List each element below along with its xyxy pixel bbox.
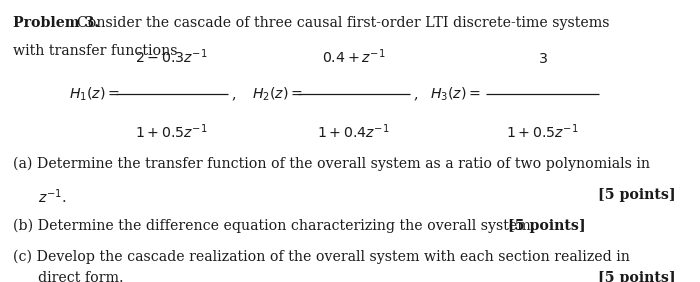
Text: $1+0.4z^{-1}$: $1+0.4z^{-1}$ [317,123,390,141]
Text: [5 points]: [5 points] [598,271,676,282]
Text: $H_2(z)=$: $H_2(z)=$ [252,86,303,103]
Text: $H_3(z)=$: $H_3(z)=$ [430,86,482,103]
Text: $1+0.5z^{-1}$: $1+0.5z^{-1}$ [506,123,579,141]
Text: $1+0.5z^{-1}$: $1+0.5z^{-1}$ [135,123,208,141]
Text: with transfer functions: with transfer functions [13,44,177,58]
Text: $H_1(z)=$: $H_1(z)=$ [69,86,120,103]
Text: Consider the cascade of three causal first-order LTI discrete-time systems: Consider the cascade of three causal fir… [68,16,610,30]
Text: [5 points]: [5 points] [508,219,585,233]
Text: ,: , [231,87,235,102]
Text: Problem 3.: Problem 3. [13,16,99,30]
Text: $3$: $3$ [538,52,547,66]
Text: (b) Determine the difference equation characterizing the overall system.: (b) Determine the difference equation ch… [13,219,535,233]
Text: $0.4+z^{-1}$: $0.4+z^{-1}$ [322,48,385,66]
Text: (a) Determine the transfer function of the overall system as a ratio of two poly: (a) Determine the transfer function of t… [13,157,650,171]
Text: $2-0.3z^{-1}$: $2-0.3z^{-1}$ [135,48,208,66]
Text: [5 points]: [5 points] [598,188,676,202]
Text: ,: , [413,87,417,102]
Text: (c) Develop the cascade realization of the overall system with each section real: (c) Develop the cascade realization of t… [13,250,629,264]
Text: $z^{-1}$.: $z^{-1}$. [38,188,66,206]
Text: direct form.: direct form. [38,271,124,282]
